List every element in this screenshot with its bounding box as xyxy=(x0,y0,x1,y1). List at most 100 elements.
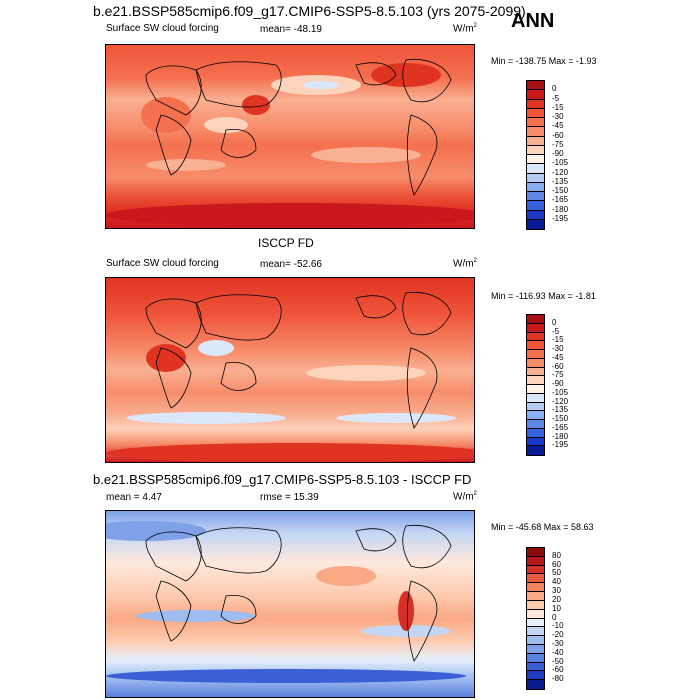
colorbar-segment xyxy=(527,662,544,672)
colorbar-tick-label: -120 xyxy=(552,167,569,177)
colorbar-segment xyxy=(527,155,544,165)
colorbar-tick-label: -90 xyxy=(552,149,564,158)
colorbar-segment xyxy=(527,81,544,91)
colorbar-tick-label: -60 xyxy=(552,130,564,140)
colorbar-segment xyxy=(527,315,544,324)
colorbar-segment xyxy=(527,618,544,628)
diff-map xyxy=(105,510,475,698)
colorbar-tick-label: -40 xyxy=(552,647,564,657)
colorbar-tick-label: -135 xyxy=(552,176,569,186)
colorbar-segment xyxy=(527,90,544,100)
colorbar-segment xyxy=(527,574,544,584)
colorbar-tick-label: -75 xyxy=(552,370,564,380)
colorbar-tick-label: 40 xyxy=(552,577,561,587)
colorbar-segment xyxy=(527,219,544,229)
colorbar-tick-label: -75 xyxy=(552,139,564,149)
colorbar-segment xyxy=(527,548,544,557)
colorbar-segment xyxy=(527,127,544,137)
colorbar-tick-label: -30 xyxy=(552,344,564,353)
panel1-variable: Surface SW cloud forcing xyxy=(106,23,219,34)
model-map xyxy=(105,44,475,229)
colorbar-segment xyxy=(527,609,544,619)
colorbar-tick-label: -5 xyxy=(552,93,560,103)
colorbar-segment xyxy=(527,556,544,566)
colorbar-tick-label: 50 xyxy=(552,568,561,578)
panel3-minmax: Min = -45.68 Max = 58.63 xyxy=(491,522,594,532)
colorbar-segment xyxy=(527,358,544,368)
colorbar-tick-label: 80 xyxy=(552,550,561,560)
colorbar-segment xyxy=(527,428,544,438)
colorbar-tick-label: -60 xyxy=(552,665,564,675)
colorbar-tick-label: -15 xyxy=(552,102,564,112)
colorbar-segment xyxy=(527,145,544,155)
obs-map xyxy=(105,277,475,463)
colorbar-tick-label: -10 xyxy=(552,621,564,631)
colorbar-segment xyxy=(527,350,544,359)
colorbar-tick-label: -30 xyxy=(552,638,564,648)
diff-title: b.e21.BSSP585cmip6.f09_g17.CMIP6-SSP5-8.… xyxy=(93,472,472,487)
panel1-mean: mean= -48.19 xyxy=(260,24,322,35)
colorbar-segment xyxy=(527,583,544,593)
season-label: ANN xyxy=(511,10,555,32)
colorbar-segment xyxy=(527,201,544,211)
colorbar-segment xyxy=(527,192,544,202)
colorbar-segment xyxy=(527,376,544,385)
colorbar-tick-label: -30 xyxy=(552,112,564,121)
colorbar-tick-label: 20 xyxy=(552,594,561,604)
colorbar-segment xyxy=(527,182,544,192)
panel1-minmax: Min = -138.75 Max = -1.93 xyxy=(491,56,597,66)
colorbar-tick-label: -195 xyxy=(552,440,569,450)
colorbar-tick-label: -120 xyxy=(552,396,569,406)
colorbar-segment xyxy=(527,565,544,575)
colorbar-segment xyxy=(527,437,544,447)
panel3-mean: mean = 4.47 xyxy=(106,492,162,503)
panel1-units: W/m2 xyxy=(453,23,477,35)
colorbar-segment xyxy=(527,420,544,429)
colorbar-tick-label: -45 xyxy=(552,352,564,362)
colorbar-tick-label: -5 xyxy=(552,326,560,336)
panel3-rmse: rmse = 15.39 xyxy=(260,492,319,503)
colorbar-segment xyxy=(527,644,544,654)
panel2-units: W/m2 xyxy=(453,258,477,270)
colorbar-tick-label: -195 xyxy=(552,213,569,223)
colorbar-tick-label: 30 xyxy=(552,586,561,596)
colorbar-tick-label: 0 xyxy=(552,612,557,622)
colorbar-tick-label: -165 xyxy=(552,195,569,205)
colorbar-segment xyxy=(527,411,544,420)
colorbar-segment xyxy=(527,136,544,146)
colorbar-segment xyxy=(527,636,544,645)
colorbar-segment xyxy=(527,341,544,350)
colorbar-tick-label: -80 xyxy=(552,674,564,684)
colorbar-abs-2 xyxy=(526,314,545,456)
panel2-variable: Surface SW cloud forcing xyxy=(106,258,219,269)
colorbar-tick-label: -90 xyxy=(552,379,564,388)
colorbar-segment xyxy=(527,99,544,109)
colorbar-tick-label: -150 xyxy=(552,186,569,195)
colorbar-segment xyxy=(527,671,544,681)
colorbar-tick-label: -165 xyxy=(552,422,569,432)
colorbar-tick-label: -50 xyxy=(552,656,564,666)
colorbar-segment xyxy=(527,164,544,174)
colorbar-segment xyxy=(527,108,544,118)
panel2-minmax: Min = -116.93 Max = -1.81 xyxy=(491,291,596,301)
colorbar-segment xyxy=(527,627,544,637)
colorbar-segment xyxy=(527,367,544,377)
colorbar-tick-label: 10 xyxy=(552,603,561,613)
panel2-mean: mean= -52.66 xyxy=(260,259,322,270)
colorbar-segment xyxy=(527,118,544,128)
panel3-units: W/m2 xyxy=(453,491,477,503)
colorbar-segment xyxy=(527,210,544,220)
colorbar-tick-label: -150 xyxy=(552,414,569,423)
colorbar-tick-label: -135 xyxy=(552,405,569,415)
colorbar-segment xyxy=(527,173,544,183)
colorbar-segment xyxy=(527,402,544,412)
colorbar-tick-label: -60 xyxy=(552,361,564,371)
colorbar-tick-label: 60 xyxy=(552,559,561,569)
colorbar-tick-label: -180 xyxy=(552,431,569,441)
colorbar-tick-label: -180 xyxy=(552,204,569,214)
colorbar-segment xyxy=(527,592,544,601)
colorbar-segment xyxy=(527,446,544,455)
colorbar-abs-1 xyxy=(526,80,545,230)
colorbar-segment xyxy=(527,332,544,342)
colorbar-segment xyxy=(527,653,544,663)
